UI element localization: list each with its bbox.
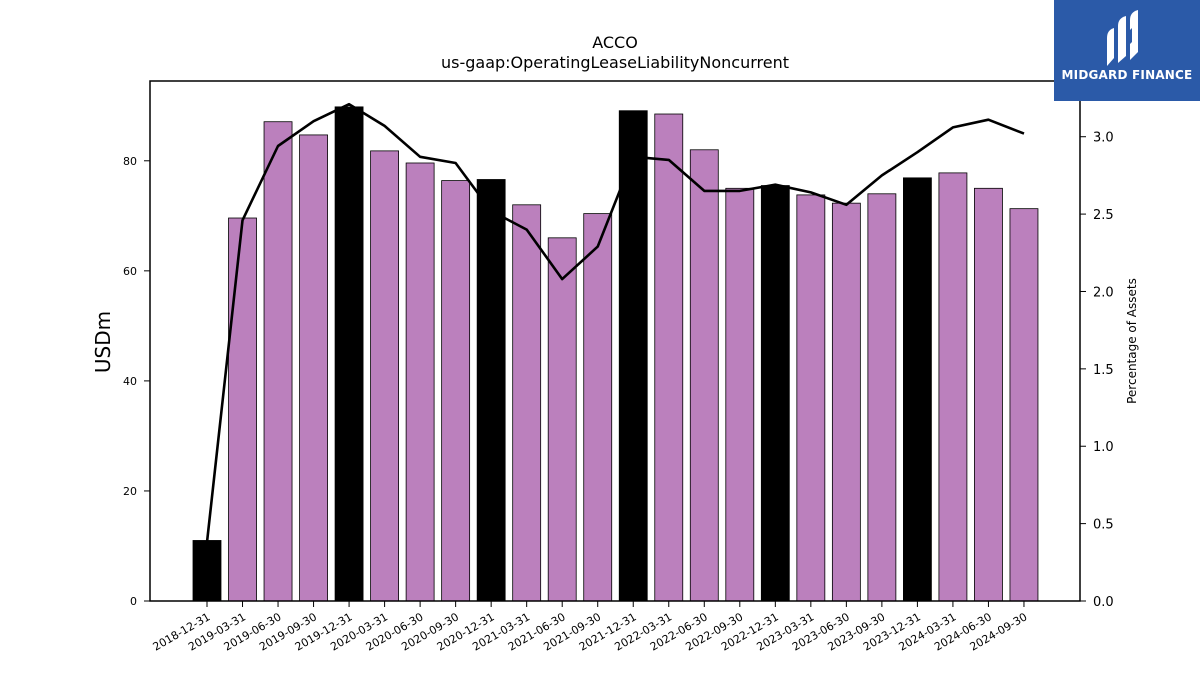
logo-icon bbox=[1107, 10, 1138, 66]
bar-2023-06-30 bbox=[831, 202, 861, 602]
bar-2021-09-30 bbox=[583, 213, 613, 602]
pct-assets-line bbox=[205, 102, 1025, 543]
chart-title: ACCO bbox=[592, 33, 638, 52]
plot-frame bbox=[149, 80, 1081, 602]
y2-axis-label: Percentage of Assets bbox=[1125, 278, 1139, 404]
y2-tick-label-2.0: 2.0 bbox=[1093, 285, 1114, 300]
y-tick-label-80: 80 bbox=[123, 155, 137, 168]
bar-2024-03-31 bbox=[938, 172, 968, 602]
bar-2020-06-30 bbox=[405, 162, 435, 602]
y2-tick-label-1.0: 1.0 bbox=[1093, 440, 1114, 455]
bar-2019-09-30 bbox=[299, 134, 328, 602]
bar-2021-12-31 bbox=[618, 110, 648, 602]
bar-2019-03-31 bbox=[228, 217, 257, 602]
logo-text: MIDGARD FINANCE bbox=[1061, 68, 1193, 82]
y2-tick-label-3.0: 3.0 bbox=[1093, 131, 1114, 146]
y-tick-label-20: 20 bbox=[123, 485, 137, 498]
bar-2022-09-30 bbox=[725, 187, 755, 602]
bar-2022-06-30 bbox=[689, 149, 719, 602]
bar-2024-06-30 bbox=[974, 187, 1003, 602]
bar-2018-12-31 bbox=[192, 540, 222, 602]
bar-2020-12-31 bbox=[476, 179, 506, 602]
y-tick-label-0: 0 bbox=[130, 595, 137, 608]
y-tick-label-60: 60 bbox=[123, 265, 137, 278]
bar-2024-09-30 bbox=[1009, 208, 1039, 602]
y2-tick-label-0.5: 0.5 bbox=[1093, 518, 1114, 533]
bar-2023-03-31 bbox=[796, 194, 826, 602]
bar-2021-03-31 bbox=[512, 204, 542, 602]
bar-2021-06-30 bbox=[547, 237, 577, 602]
bar-2023-09-30 bbox=[867, 193, 897, 602]
bar-2022-12-31 bbox=[760, 185, 790, 602]
y2-tick-label-1.5: 1.5 bbox=[1093, 363, 1114, 378]
brand-logo: MIDGARD FINANCE bbox=[1054, 0, 1200, 101]
y-tick-label-40: 40 bbox=[123, 375, 137, 388]
bar-2022-03-31 bbox=[654, 113, 684, 602]
chart-subtitle: us-gaap:OperatingLeaseLiabilityNoncurren… bbox=[440, 53, 790, 72]
bar-2019-06-30 bbox=[263, 121, 293, 602]
bar-2020-03-31 bbox=[370, 150, 400, 602]
y2-tick-label-0.0: 0.0 bbox=[1093, 595, 1114, 610]
bar-2023-12-31 bbox=[903, 177, 932, 602]
y-axis-label: USDm bbox=[91, 311, 115, 373]
bar-2020-09-30 bbox=[441, 180, 471, 602]
y2-tick-label-2.5: 2.5 bbox=[1093, 208, 1114, 223]
bar-2019-12-31 bbox=[334, 106, 364, 602]
